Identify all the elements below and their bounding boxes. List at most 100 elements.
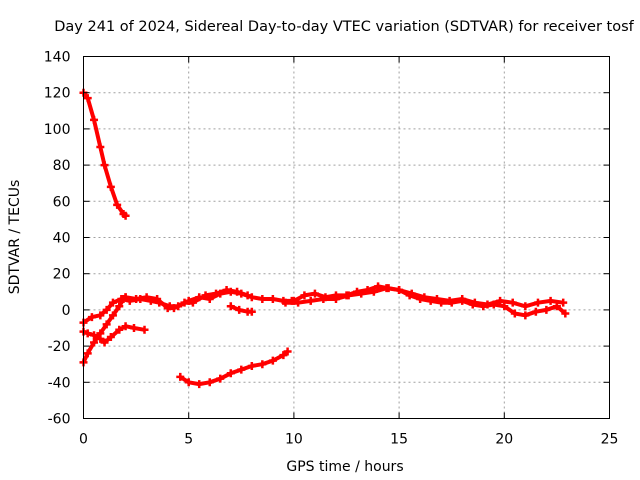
data-point (169, 304, 178, 313)
data-point (521, 302, 530, 311)
data-point (180, 298, 189, 307)
data-point (407, 289, 416, 298)
data-point (237, 365, 246, 374)
data-point (283, 347, 292, 356)
data-point (108, 311, 117, 320)
data-point (121, 211, 130, 220)
data-point (102, 305, 111, 314)
data-point (331, 295, 340, 304)
data-point (445, 296, 454, 305)
y-tick-label: 120 (44, 86, 71, 102)
data-point (83, 329, 92, 338)
series-line-arc-negative-bump (179, 349, 289, 387)
plot-frame (83, 56, 610, 419)
y-tick-label: -20 (48, 339, 71, 355)
data-point (121, 293, 130, 302)
data-point (102, 320, 111, 329)
y-tick-label: 100 (44, 122, 71, 138)
data-point (243, 291, 252, 300)
data-point (96, 311, 105, 320)
data-point (369, 287, 378, 296)
data-point (533, 298, 542, 307)
data-point (129, 324, 138, 332)
data-point (561, 309, 570, 318)
x-tick-label: 25 (601, 432, 619, 448)
data-point (258, 295, 267, 304)
data-point (531, 307, 540, 316)
tick-marks (83, 56, 610, 419)
data-point (470, 298, 479, 307)
data-point (247, 293, 256, 302)
data-point (226, 302, 235, 311)
data-point (279, 351, 288, 360)
data-point (344, 291, 353, 300)
data-point (106, 182, 115, 191)
x-axis-label: GPS time / hours (286, 459, 403, 475)
data-point (235, 305, 244, 314)
data-point (121, 322, 130, 331)
series-line-arc-high-descending (81, 91, 127, 218)
data-point (113, 200, 122, 209)
data-point (496, 296, 505, 305)
y-tick-label: 140 (44, 50, 71, 66)
data-point (184, 378, 193, 387)
data-point (117, 295, 126, 304)
data-point (226, 369, 235, 378)
y-tick-label: -40 (48, 375, 71, 391)
x-tick-labels: 0 5 10 15 20 25 (79, 432, 618, 448)
data-point (188, 298, 197, 307)
x-tick-label: 5 (184, 432, 193, 448)
data-point (115, 325, 124, 334)
data-point (201, 291, 210, 300)
x-tick-label: 20 (495, 432, 513, 448)
data-point (90, 115, 99, 124)
data-point (216, 374, 225, 383)
data-point (500, 302, 509, 311)
data-point (483, 300, 492, 309)
data-point (108, 298, 117, 307)
data-point (222, 285, 231, 294)
data-point (510, 309, 519, 318)
data-point (140, 325, 149, 334)
data-point (90, 338, 99, 347)
y-tick-label: 20 (53, 267, 71, 283)
data-point (420, 293, 429, 302)
y-tick-label: 80 (53, 158, 71, 174)
data-point (432, 295, 441, 304)
y-tick-labels: -60 -40 -20 0 20 40 60 80 100 120 140 (44, 50, 71, 428)
data-point (382, 284, 391, 293)
data-point (100, 338, 109, 347)
data-point (96, 334, 105, 343)
data-point (132, 295, 141, 304)
data-point (100, 161, 109, 170)
data-point (546, 296, 555, 305)
data-point (247, 307, 256, 316)
data-point (458, 295, 467, 304)
x-tick-label: 15 (390, 432, 408, 448)
data-point (310, 289, 319, 298)
data-point (521, 311, 530, 320)
data-point (176, 372, 185, 381)
data-point (83, 94, 92, 103)
y-tick-label: 0 (62, 303, 71, 319)
x-tick-label: 0 (79, 432, 88, 448)
data-point (115, 302, 124, 311)
data-point (294, 298, 303, 307)
data-point (357, 289, 366, 298)
data-point (153, 295, 162, 304)
data-point (212, 289, 221, 298)
data-point (247, 362, 256, 371)
data-point (281, 298, 290, 307)
data-point (258, 360, 267, 369)
data-point (106, 333, 115, 342)
y-tick-label: 40 (53, 231, 71, 247)
grid-lines (83, 56, 610, 419)
y-tick-label: -60 (48, 412, 71, 428)
x-tick-label: 10 (285, 432, 303, 448)
data-point (142, 293, 151, 302)
data-point (542, 305, 551, 314)
data-point (395, 285, 404, 294)
data-point (96, 143, 105, 151)
data-point (90, 331, 99, 340)
